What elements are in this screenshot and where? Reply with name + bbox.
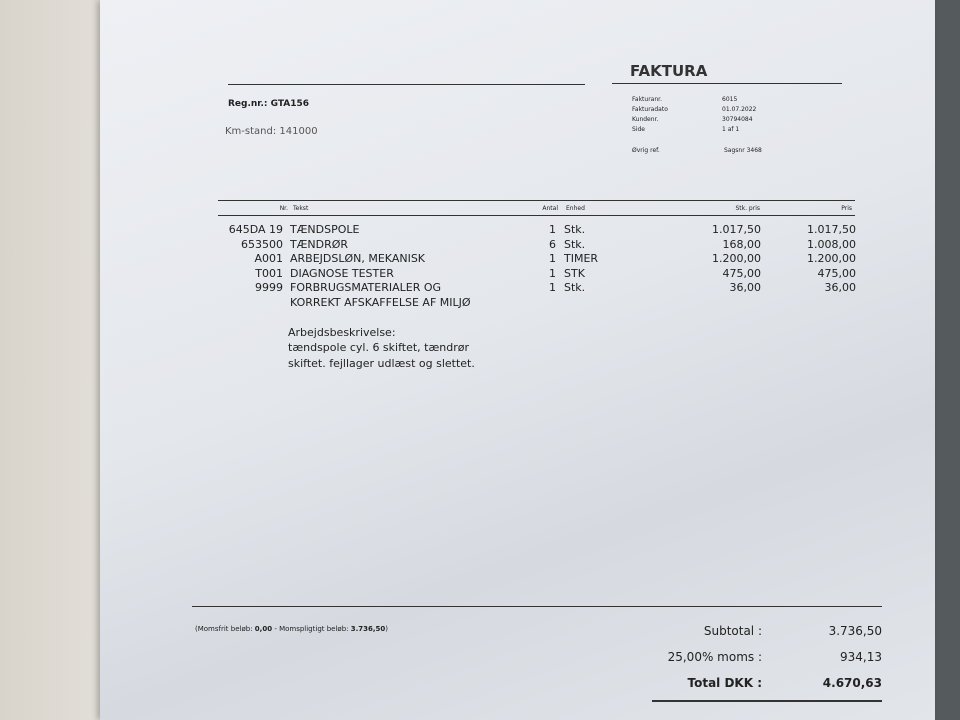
column-header: Antal bbox=[542, 205, 558, 212]
cell: Stk. bbox=[564, 223, 586, 236]
close-paren: ) bbox=[385, 625, 389, 633]
reg-nr: Reg.nr.: GTA156 bbox=[228, 99, 310, 109]
total-value: 4.670,63 bbox=[822, 676, 882, 690]
vat-summary: (Momsfrit beløb: 0,00 - Momspligtigt bel… bbox=[195, 626, 388, 633]
cell: 36,00 bbox=[729, 281, 762, 294]
table-rule bbox=[218, 200, 855, 201]
total-rule bbox=[652, 700, 882, 702]
cell: TÆNDRØR bbox=[290, 237, 349, 251]
cell: ARBEJDSLØN, MEKANISK bbox=[290, 252, 426, 265]
vat-free: 0,00 bbox=[254, 625, 273, 633]
column-header: Enhed bbox=[566, 205, 585, 212]
cell: 1.200,00 bbox=[807, 252, 856, 265]
vat-free-label: (Momsfrit beløb: bbox=[195, 625, 253, 633]
cell: 1 bbox=[549, 223, 556, 236]
cell: FORBRUGSMATERIALER OG KORREKT AFSKAFFELS… bbox=[290, 281, 471, 309]
vat-liable-label: - Momspligtigt beløb: bbox=[274, 625, 349, 633]
cell: A001 bbox=[254, 252, 283, 265]
cell: 1.017,50 bbox=[712, 223, 761, 236]
column-header: Stk. pris bbox=[735, 205, 760, 212]
cell: TÆNDSPOLE bbox=[290, 223, 360, 236]
invoice-title: FAKTURA bbox=[630, 62, 708, 80]
rule bbox=[228, 84, 585, 85]
invoice-paper bbox=[100, 0, 935, 720]
description-line: skiftet. fejllager udlæst og slettet. bbox=[288, 357, 475, 370]
vat-liable: 3.736,50 bbox=[350, 625, 386, 633]
info-value: 1 af 1 bbox=[722, 126, 740, 133]
cell: 168,00 bbox=[722, 237, 762, 251]
rule bbox=[612, 83, 842, 84]
column-header: Tekst bbox=[293, 205, 309, 212]
table-rule bbox=[218, 215, 855, 216]
info-label: Side bbox=[632, 126, 645, 133]
reference-label: Øvrig ref. bbox=[632, 147, 660, 154]
cell: 6 bbox=[549, 237, 556, 251]
cell: TIMER bbox=[564, 252, 599, 265]
total-value: 3.736,50 bbox=[828, 624, 882, 638]
cell: 36,00 bbox=[824, 281, 857, 294]
cell: STK bbox=[564, 266, 585, 280]
cell: 1.008,00 bbox=[807, 237, 856, 251]
description-line: tændspole cyl. 6 skiftet, tændrør bbox=[288, 341, 470, 354]
cell: Stk. bbox=[564, 281, 586, 294]
info-value: 6015 bbox=[722, 96, 738, 103]
info-value: 30794084 bbox=[722, 116, 753, 123]
total-value: 934,13 bbox=[840, 650, 882, 664]
total-label: Subtotal : bbox=[703, 624, 762, 638]
column-header: Nr. bbox=[279, 205, 288, 212]
desk-edge bbox=[935, 0, 960, 720]
cell: 653500 bbox=[241, 237, 283, 251]
total-label: Total DKK : bbox=[687, 676, 763, 690]
cell: 475,00 bbox=[817, 266, 857, 280]
description-heading: Arbejdsbeskrivelse: bbox=[288, 326, 396, 339]
reference-value: Sagsnr 3468 bbox=[724, 147, 762, 154]
cell: Stk. bbox=[564, 237, 586, 251]
info-value: 01.07.2022 bbox=[722, 106, 757, 113]
info-label: Fakturadato bbox=[632, 106, 668, 113]
cell: 1 bbox=[549, 266, 556, 280]
cell: 1.017,50 bbox=[807, 223, 856, 236]
total-label: 25,00% moms : bbox=[667, 650, 762, 664]
column-header: Pris bbox=[841, 205, 852, 212]
cell: 9999 bbox=[255, 281, 283, 294]
cell: 1 bbox=[549, 252, 556, 265]
cell: DIAGNOSE TESTER bbox=[290, 266, 394, 280]
info-label: Kundenr. bbox=[632, 116, 659, 123]
cell: 1.200,00 bbox=[712, 252, 761, 265]
cell: 1 bbox=[549, 281, 556, 294]
km-stand: Km-stand: 141000 bbox=[225, 126, 318, 137]
footer-rule bbox=[192, 606, 882, 607]
cell: 645DA 19 bbox=[228, 223, 283, 236]
cell: T001 bbox=[255, 266, 283, 280]
cell: 475,00 bbox=[722, 266, 762, 280]
info-label: Fakturanr. bbox=[632, 96, 662, 103]
